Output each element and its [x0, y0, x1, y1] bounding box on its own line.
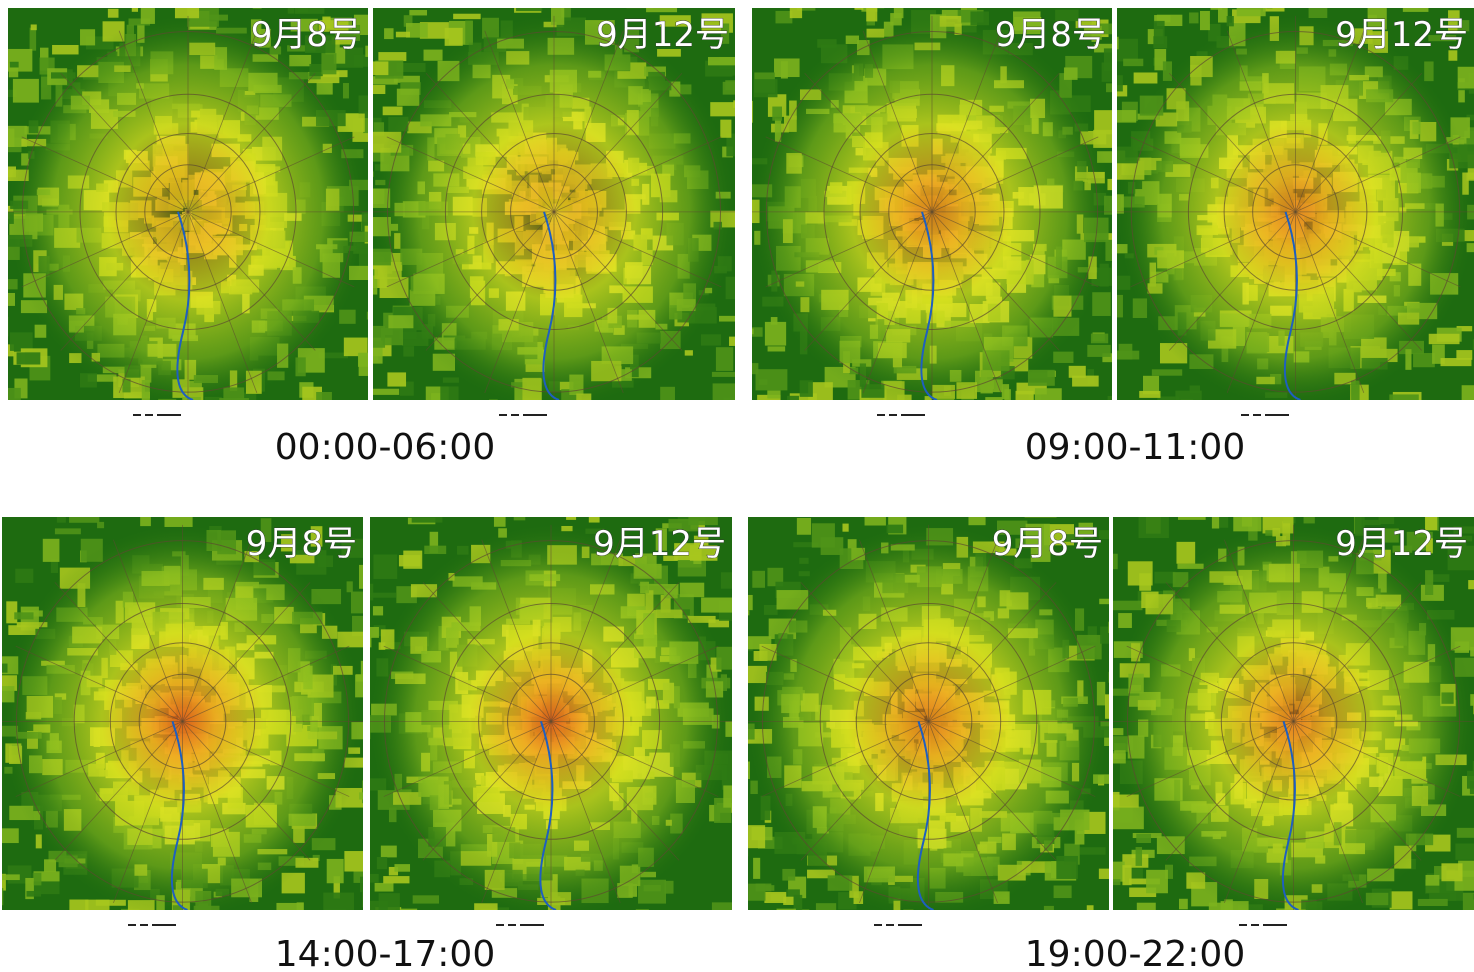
scale-seg [145, 414, 153, 416]
page: 9月8号 9月12号 00:00-06:00 9月8号 9月12号 09:00-11:00… [0, 0, 1474, 972]
map: 9月8号 [748, 517, 1109, 910]
scale-seg [152, 924, 176, 926]
scale-seg [1239, 924, 1247, 926]
scale-seg [1253, 414, 1261, 416]
scale-seg [1263, 924, 1287, 926]
date-label: 9月8号 [251, 15, 362, 55]
map: 9月8号 [2, 517, 363, 910]
scale-seg [1265, 414, 1289, 416]
scale-seg [1241, 414, 1249, 416]
scale-bar [874, 920, 954, 930]
date-label: 9月12号 [596, 15, 729, 55]
scale-bar [133, 410, 213, 420]
scale-seg [901, 414, 925, 416]
scale-seg [128, 924, 136, 926]
date-label: 9月12号 [1335, 524, 1468, 564]
date-label: 9月8号 [992, 524, 1103, 564]
scale-bar [1241, 410, 1321, 420]
scale-seg [499, 414, 507, 416]
scale-seg [133, 414, 141, 416]
scale-bar [128, 920, 208, 930]
date-label: 9月12号 [1335, 15, 1468, 55]
time-label: 09:00-11:00 [1025, 430, 1245, 466]
map: 9月12号 [1117, 8, 1474, 400]
scale-seg [157, 414, 181, 416]
time-label: 19:00-22:00 [1025, 937, 1245, 972]
time-label: 00:00-06:00 [275, 430, 495, 466]
scale-seg [877, 414, 885, 416]
scale-seg [520, 924, 544, 926]
scale-seg [898, 924, 922, 926]
map: 9月12号 [370, 517, 732, 910]
time-label: 14:00-17:00 [275, 937, 495, 972]
date-label: 9月8号 [995, 15, 1106, 55]
scale-seg [523, 414, 547, 416]
scale-seg [889, 414, 897, 416]
scale-seg [496, 924, 504, 926]
map: 9月8号 [752, 8, 1112, 400]
map: 9月12号 [1113, 517, 1474, 910]
scale-seg [874, 924, 882, 926]
scale-seg [886, 924, 894, 926]
scale-seg [508, 924, 516, 926]
scale-bar [499, 410, 579, 420]
map: 9月8号 [8, 8, 368, 400]
scale-bar [1239, 920, 1319, 930]
scale-seg [1251, 924, 1259, 926]
scale-seg [140, 924, 148, 926]
date-label: 9月8号 [246, 524, 357, 564]
map: 9月12号 [373, 8, 735, 400]
scale-bar [496, 920, 576, 930]
scale-bar [877, 410, 957, 420]
date-label: 9月12号 [593, 524, 726, 564]
scale-seg [511, 414, 519, 416]
